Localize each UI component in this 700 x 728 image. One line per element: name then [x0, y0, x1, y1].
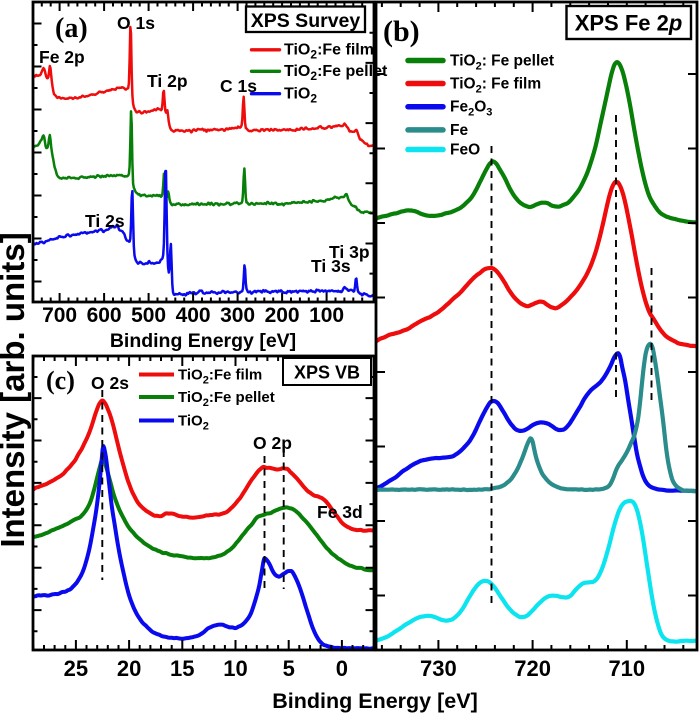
svg-text:500: 500 — [131, 304, 166, 327]
svg-text:FeO: FeO — [450, 142, 480, 159]
svg-text:(c): (c) — [46, 366, 75, 395]
svg-text:O 2s: O 2s — [91, 373, 129, 393]
svg-text:TiO2: TiO2 — [178, 413, 209, 433]
svg-text:720: 720 — [514, 656, 551, 681]
svg-text:25: 25 — [64, 656, 88, 681]
svg-text:Ti 2p: Ti 2p — [147, 71, 188, 91]
svg-text:TiO2:Fe pellet: TiO2:Fe pellet — [178, 389, 275, 409]
svg-text:C 1s: C 1s — [220, 76, 257, 96]
svg-text:Binding Energy [eV]: Binding Energy [eV] — [272, 689, 477, 713]
svg-text:Ti 2s: Ti 2s — [85, 211, 125, 231]
svg-text:5: 5 — [283, 656, 295, 681]
svg-text:600: 600 — [87, 304, 122, 327]
svg-text:(b): (b) — [383, 15, 420, 48]
svg-text:TiO2:Fe film: TiO2:Fe film — [178, 367, 262, 387]
svg-text:Ti 3s: Ti 3s — [311, 256, 351, 276]
svg-text:Fe: Fe — [450, 122, 468, 139]
svg-text:TiO2: TiO2 — [284, 86, 317, 106]
svg-text:400: 400 — [176, 304, 211, 327]
svg-text:Intensity [arb. units]: Intensity [arb. units] — [0, 232, 31, 547]
svg-text:O 1s: O 1s — [117, 13, 155, 33]
svg-text:(a): (a) — [55, 13, 88, 44]
svg-text:TiO2:Fe pellet: TiO2:Fe pellet — [284, 63, 388, 83]
svg-text:XPS Fe 2p: XPS Fe 2p — [575, 11, 683, 36]
svg-text:TiO2: Fe film: TiO2: Fe film — [450, 76, 541, 96]
svg-text:100: 100 — [309, 304, 344, 327]
svg-text:700: 700 — [42, 304, 77, 327]
svg-text:20: 20 — [117, 656, 141, 681]
svg-text:O 2p: O 2p — [253, 433, 292, 453]
svg-text:XPS VB: XPS VB — [294, 363, 360, 383]
svg-text:Ti 3p: Ti 3p — [329, 242, 370, 262]
svg-text:300: 300 — [220, 304, 255, 327]
svg-text:10: 10 — [223, 656, 247, 681]
svg-text:Fe 3d: Fe 3d — [317, 502, 363, 522]
svg-text:730: 730 — [420, 656, 457, 681]
svg-text:TiO2:Fe film: TiO2:Fe film — [284, 42, 374, 62]
svg-text:0: 0 — [336, 656, 348, 681]
svg-text:Fe 2p: Fe 2p — [39, 47, 85, 67]
svg-text:15: 15 — [170, 656, 194, 681]
svg-text:710: 710 — [608, 656, 645, 681]
svg-text:Fe2O3: Fe2O3 — [450, 99, 492, 119]
svg-text:Binding Energy [eV]: Binding Energy [eV] — [110, 330, 296, 352]
svg-text:XPS Survey: XPS Survey — [251, 10, 361, 32]
svg-text:200: 200 — [265, 304, 300, 327]
